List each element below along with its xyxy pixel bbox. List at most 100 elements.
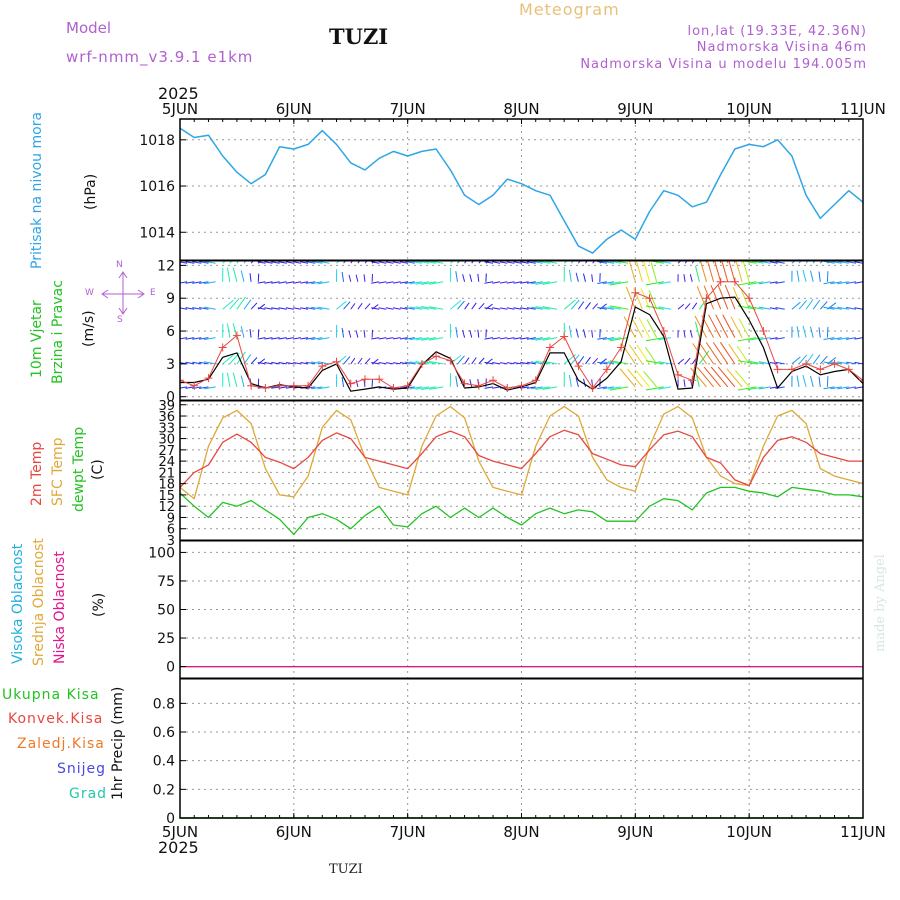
wind-gust-marker xyxy=(574,362,583,371)
wind-gust-marker xyxy=(460,379,469,388)
wind-arrow xyxy=(830,386,842,390)
wind-arrow xyxy=(506,307,515,310)
wind-arrow xyxy=(192,261,202,264)
cloud-ytick-label: 50 xyxy=(157,603,175,619)
wind-arrow xyxy=(203,261,216,264)
wind-arrow xyxy=(293,281,301,284)
wind-arrow xyxy=(484,337,494,340)
wind-arrow xyxy=(845,306,856,310)
wind-arrow xyxy=(722,314,736,338)
wind-arrow xyxy=(810,326,814,338)
wind-arrow xyxy=(409,306,422,310)
wind-arrow xyxy=(854,281,863,284)
wind-arrow xyxy=(697,367,714,388)
wind-arrow xyxy=(484,307,494,310)
wind-arrow xyxy=(278,261,287,264)
compass-rose-icon xyxy=(101,271,145,315)
compass-w: W xyxy=(85,288,94,298)
wind-arrow xyxy=(399,261,408,264)
wind-arrow xyxy=(694,315,707,338)
wind-arrow xyxy=(845,361,856,365)
wind-arrow xyxy=(222,299,234,310)
wind-arrow xyxy=(180,386,188,389)
time-tick-label-bottom: 10JUN xyxy=(726,823,772,841)
wind-arrow xyxy=(583,378,586,388)
wind-arrow xyxy=(830,281,842,285)
wind-arrow xyxy=(257,261,266,264)
wind-arrow xyxy=(278,362,287,365)
time-tick-label-top: 5JUN xyxy=(162,100,198,118)
wind-arrow xyxy=(646,319,658,338)
wind-arrow xyxy=(609,337,629,342)
wind-gust-marker xyxy=(545,343,554,352)
wind-arrow xyxy=(826,326,829,338)
wind-arrow xyxy=(492,386,501,389)
wind-arrow xyxy=(683,274,686,282)
wind-arrow xyxy=(203,361,216,365)
wind-arrow xyxy=(818,376,821,387)
wind-arrow xyxy=(531,337,543,341)
wind-arrow xyxy=(826,376,829,387)
wind-arrow xyxy=(698,350,710,365)
wind-arrow xyxy=(185,281,195,284)
wind-arrow xyxy=(180,261,188,264)
wind-gust-marker xyxy=(446,356,455,365)
wind-arrow xyxy=(823,306,835,310)
wind-arrow xyxy=(305,337,316,340)
wind-arrow xyxy=(199,281,209,284)
wind-arrow xyxy=(531,306,543,310)
wind-arrow xyxy=(658,306,671,310)
wind-arrow xyxy=(568,325,572,338)
time-tick-label-bottom: 9JUN xyxy=(617,823,653,841)
wind-arrow xyxy=(683,379,686,387)
model-name: wrf-nmm_v3.9.1 e1km xyxy=(66,48,254,66)
wind-arrow xyxy=(602,306,615,310)
wind-arrow xyxy=(180,386,181,388)
wind-arrow xyxy=(708,314,722,338)
wind-arrow xyxy=(317,306,330,310)
wind-arrow xyxy=(415,386,430,390)
wind-arrow xyxy=(805,261,809,264)
wind-arrow xyxy=(854,337,863,340)
wind-arrow xyxy=(404,281,415,284)
wind-arrow xyxy=(526,337,536,340)
wind-arrow xyxy=(769,307,778,310)
wind-arrow xyxy=(450,300,462,310)
wind-ytick-label: 6 xyxy=(166,324,175,340)
wind-arrow xyxy=(769,362,778,365)
wind-arrow xyxy=(257,362,266,365)
wind-gust-marker xyxy=(304,381,313,390)
wind-arrow xyxy=(802,269,807,282)
temp-ytick-label: 3 xyxy=(167,534,175,549)
wind-arrow xyxy=(691,261,695,264)
wind-arrow xyxy=(392,337,401,340)
wind-arrow xyxy=(812,299,821,310)
wind-arrow xyxy=(575,377,579,388)
wind-arrow xyxy=(240,326,245,338)
wind-arrow xyxy=(634,369,650,388)
wind-arrow xyxy=(712,261,715,264)
wind-arrow xyxy=(826,271,829,282)
wind-arrow xyxy=(563,299,576,310)
wind-arrow xyxy=(285,261,294,264)
time-tick-label-top: 9JUN xyxy=(617,100,653,118)
wind-arrow xyxy=(608,386,622,390)
wind-arrow xyxy=(597,361,607,365)
wind-arrow xyxy=(775,307,785,310)
wind-arrow xyxy=(478,261,482,264)
wind-arrow xyxy=(469,379,473,388)
wind-arrow xyxy=(378,281,387,284)
cloud-ytick-label: 0 xyxy=(166,660,175,676)
wind-arrow xyxy=(575,328,579,338)
wind-arrow xyxy=(492,362,501,365)
wind-arrow xyxy=(726,368,743,388)
wind-ytick-label: 12 xyxy=(157,258,175,274)
wind-arrow xyxy=(585,261,588,264)
wind-arrow xyxy=(625,286,636,310)
wind-arrow xyxy=(478,302,485,310)
wind-arrow xyxy=(457,300,465,310)
wind-arrow xyxy=(243,261,247,264)
precip-label-total: Ukupna Kisa xyxy=(2,687,100,703)
wind-arrow xyxy=(264,261,273,264)
